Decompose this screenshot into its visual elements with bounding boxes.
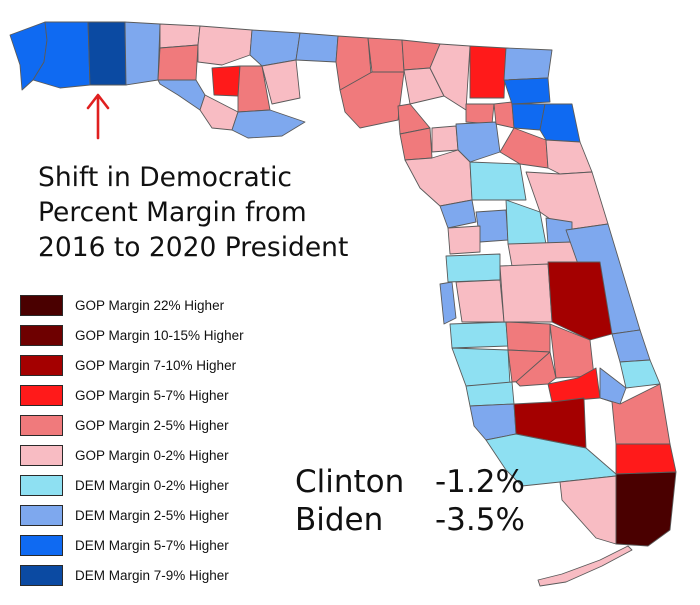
county-duval xyxy=(503,77,551,105)
county-hernando xyxy=(447,225,481,255)
county-marion xyxy=(469,161,527,201)
legend-label: DEM Margin 2-5% Higher xyxy=(75,508,229,523)
result-name: Biden xyxy=(295,502,384,538)
result-value: -1.2% xyxy=(435,464,525,500)
legend-label: GOP Margin 22% Higher xyxy=(75,298,225,313)
county-putnam xyxy=(499,127,549,169)
county-osceola xyxy=(547,261,613,341)
county-bradford xyxy=(493,101,515,129)
map-title-line-2: Percent Margin from xyxy=(38,197,307,228)
county-citrus xyxy=(439,199,477,229)
county-glades xyxy=(547,367,601,403)
county-pasco xyxy=(445,253,501,283)
county-st-johns xyxy=(539,103,581,143)
county-alachua xyxy=(455,121,501,163)
county-hardee xyxy=(505,321,551,353)
county-st-lucie xyxy=(619,359,661,389)
county-gilchrist xyxy=(431,125,459,153)
county-franklin xyxy=(231,109,306,139)
county-calhoun xyxy=(211,65,241,97)
county-nassau xyxy=(503,47,553,81)
county-wakulla xyxy=(261,59,301,105)
county-union xyxy=(465,103,495,125)
legend-swatch xyxy=(20,385,63,406)
county-jackson xyxy=(197,25,253,66)
county-dixie xyxy=(399,127,433,161)
county-gulf xyxy=(199,94,239,131)
county-indian-river xyxy=(611,329,651,363)
result-name: Clinton xyxy=(295,464,405,500)
result-value: -3.5% xyxy=(435,502,525,538)
results-summary: Clinton -1.2% Biden -3.5% xyxy=(295,464,555,540)
county-leon xyxy=(295,32,339,63)
county-bay xyxy=(157,79,206,111)
legend-swatch xyxy=(20,535,63,556)
legend-swatch xyxy=(20,505,63,526)
county-clay xyxy=(511,103,546,131)
county-walton xyxy=(124,21,161,86)
legend-label: GOP Margin 10-15% Higher xyxy=(75,328,244,343)
map-title-line-3: 2016 to 2020 President xyxy=(38,232,349,263)
florida-keys xyxy=(537,545,633,587)
legend-item: GOP Margin 5-7% Higher xyxy=(20,385,320,407)
legend-label: GOP Margin 5-7% Higher xyxy=(75,388,229,403)
county-holmes xyxy=(159,23,201,49)
legend-label: GOP Margin 2-5% Higher xyxy=(75,418,229,433)
legend-item: GOP Margin 2-5% Higher xyxy=(20,415,320,437)
county-washington xyxy=(157,44,199,81)
county-lee xyxy=(469,403,517,441)
legend-swatch xyxy=(20,415,63,436)
county-flagler xyxy=(545,139,593,175)
legend-swatch xyxy=(20,355,63,376)
county-charlotte xyxy=(465,381,515,407)
legend-swatch xyxy=(20,325,63,346)
county-pinellas xyxy=(439,281,457,325)
county-manatee xyxy=(449,321,509,349)
county-polk xyxy=(499,263,553,323)
county-columbia xyxy=(429,43,471,111)
county-miami-dade xyxy=(615,471,677,547)
county-madison xyxy=(367,37,405,73)
county-baker xyxy=(469,45,507,99)
legend-item: GOP Margin 10-15% Higher xyxy=(20,325,320,347)
legend-label: DEM Margin 5-7% Higher xyxy=(75,538,229,553)
legend-item: GOP Margin 0-2% Higher xyxy=(20,445,320,467)
legend-swatch xyxy=(20,445,63,466)
legend-item: GOP Margin 22% Higher xyxy=(20,295,320,317)
legend-swatch xyxy=(20,565,63,586)
map-title: Shift in Democratic Percent Margin from … xyxy=(38,160,378,265)
county-hendry xyxy=(513,397,587,449)
result-row-biden: Biden -3.5% xyxy=(295,502,555,540)
legend-item: DEM Margin 0-2% Higher xyxy=(20,475,320,497)
legend-swatch xyxy=(20,475,63,496)
legend-item: DEM Margin 2-5% Higher xyxy=(20,505,320,527)
legend-label: GOP Margin 7-10% Higher xyxy=(75,358,237,373)
legend-swatch xyxy=(20,295,63,316)
up-arrow-icon xyxy=(86,93,110,140)
legend-item: GOP Margin 7-10% Higher xyxy=(20,355,320,377)
legend-label: GOP Margin 0-2% Higher xyxy=(75,448,229,463)
county-hillsborough xyxy=(455,279,505,323)
county-sarasota xyxy=(451,347,511,387)
result-row-clinton: Clinton -1.2% xyxy=(295,464,555,502)
county-okaloosa xyxy=(87,21,127,86)
county-highlands xyxy=(515,351,557,387)
county-broward xyxy=(615,443,677,475)
county-sumter xyxy=(475,209,509,243)
county-taylor xyxy=(339,71,405,129)
legend-item: DEM Margin 5-7% Higher xyxy=(20,535,320,557)
legend-label: DEM Margin 7-9% Higher xyxy=(75,568,229,583)
county-monroe-mainland xyxy=(559,475,617,545)
legend-label: DEM Margin 0-2% Higher xyxy=(75,478,229,493)
map-title-line-1: Shift in Democratic xyxy=(38,162,293,193)
legend-item: DEM Margin 7-9% Higher xyxy=(20,565,320,587)
county-martin xyxy=(599,367,627,405)
